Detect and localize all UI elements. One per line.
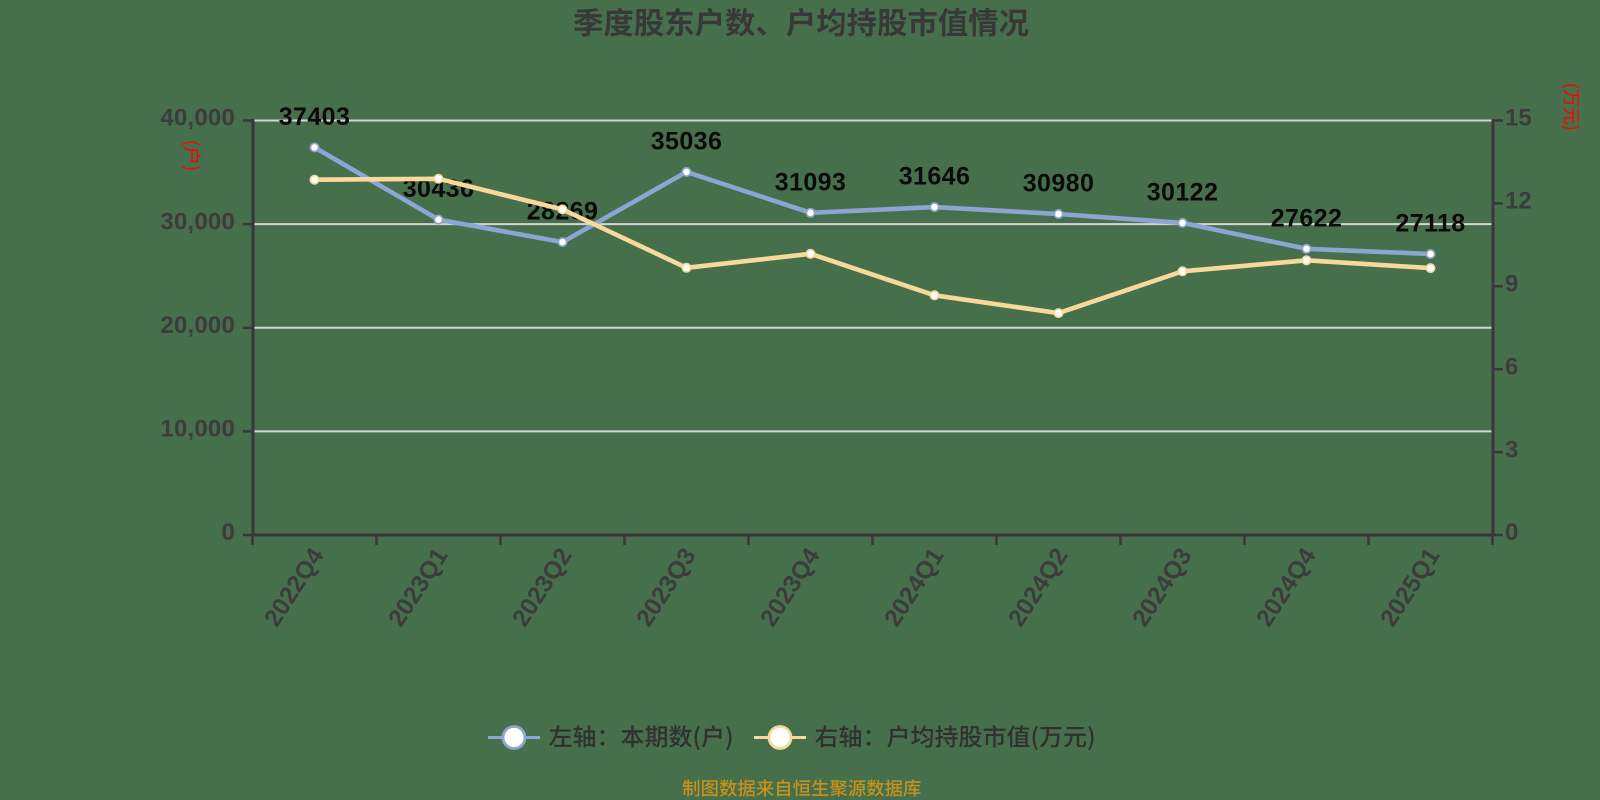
svg-text:31646: 31646: [899, 163, 971, 191]
svg-text:27622: 27622: [1271, 204, 1343, 232]
svg-text:31093: 31093: [775, 168, 847, 196]
svg-text:3: 3: [1505, 436, 1518, 463]
svg-text:0: 0: [1505, 519, 1518, 546]
svg-text:10,000: 10,000: [160, 416, 235, 443]
svg-text:30122: 30122: [1147, 178, 1219, 206]
svg-text:30980: 30980: [1023, 170, 1095, 198]
svg-text:6: 6: [1505, 353, 1518, 380]
svg-text:20,000: 20,000: [160, 312, 235, 339]
svg-text:9: 9: [1505, 271, 1518, 298]
svg-text:40,000: 40,000: [160, 105, 235, 132]
svg-text:37403: 37403: [279, 103, 351, 131]
svg-text:12: 12: [1505, 188, 1532, 215]
svg-text:30,000: 30,000: [160, 208, 235, 235]
svg-text:27118: 27118: [1395, 210, 1465, 238]
svg-text:35036: 35036: [651, 127, 723, 155]
svg-text:15: 15: [1505, 105, 1532, 132]
svg-text:0: 0: [221, 519, 235, 546]
